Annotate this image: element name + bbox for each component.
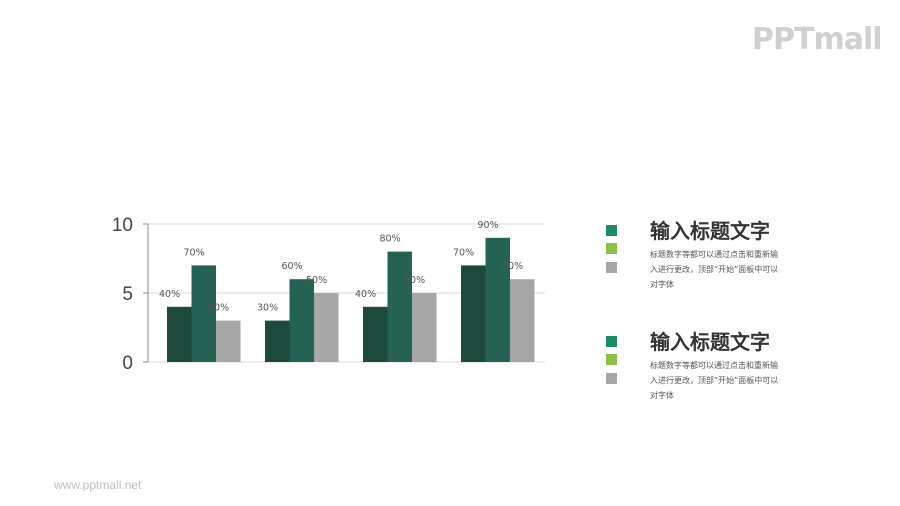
legend-swatch-2 [606, 354, 617, 365]
data-label: 50% [404, 275, 425, 286]
legend-desc: 标题数字等都可以通过点击和重新输入进行更改，顶部“开始”面板中可以对字体 [650, 361, 779, 400]
legend-swatch-1 [606, 225, 617, 236]
bar [167, 306, 192, 362]
legend-title: 输入标题文字 [650, 219, 770, 243]
legend-desc: 标题数字等都可以通过点击和重新输入进行更改，顶部“开始”面板中可以对字体 [650, 250, 779, 289]
bar [485, 237, 510, 362]
data-label: 70% [453, 247, 474, 258]
bar [461, 265, 486, 362]
data-label: 50% [306, 275, 327, 286]
data-label: 60% [502, 261, 523, 272]
data-label: 90% [478, 220, 499, 231]
data-label: 70% [184, 247, 205, 258]
bar [387, 251, 412, 362]
bar [412, 293, 437, 362]
data-label: 40% [355, 289, 376, 300]
legend-swatch-2 [606, 243, 617, 254]
legend-title: 输入标题文字 [650, 330, 770, 354]
bar [363, 306, 388, 362]
pptmall-logo: PPTmall [752, 22, 883, 57]
legend-swatch-3 [606, 262, 617, 273]
data-label: 30% [257, 303, 278, 314]
bar [216, 320, 241, 362]
data-label: 30% [208, 303, 229, 314]
y-tick-label: 0 [122, 353, 133, 374]
bar [289, 279, 314, 362]
legend-swatch-3 [606, 373, 617, 384]
data-label: 80% [380, 234, 401, 245]
bar [314, 293, 339, 362]
bar [265, 320, 290, 362]
legend-swatch-1 [606, 336, 617, 347]
y-tick-label: 10 [112, 215, 133, 236]
footer-url: www.pptmall.net [54, 478, 142, 492]
y-tick-label: 5 [122, 284, 133, 305]
data-label: 60% [282, 261, 303, 272]
bar [191, 265, 216, 362]
bar [510, 279, 535, 362]
data-label: 40% [159, 289, 180, 300]
